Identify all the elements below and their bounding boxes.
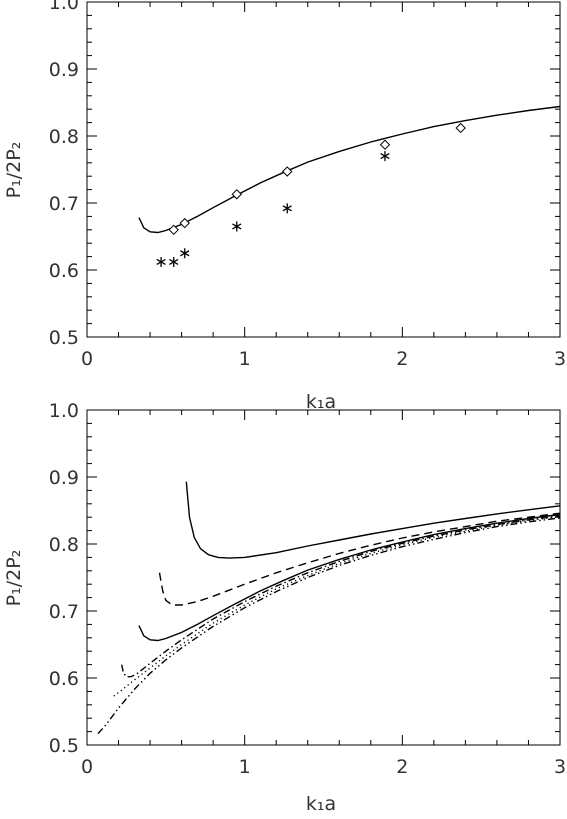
top-marks <box>138 105 561 267</box>
top-y-tick-label: 0.8 <box>49 126 79 148</box>
top-diamond-point <box>179 217 190 229</box>
top-diamond-point <box>168 224 179 236</box>
top-chart: 0 1 2 3 0.5 0.6 0.7 0.8 0.9 1.0 k₁a P₁/2P₂ <box>3 0 566 413</box>
top-tick-labels: 0 1 2 3 0.5 0.6 0.7 0.8 0.9 1.0 <box>49 0 566 370</box>
bottom-y-tick-label: 0.7 <box>49 601 79 623</box>
bottom-series-line-solid <box>185 481 561 559</box>
bottom-series-line-dashdot <box>121 515 561 678</box>
top-y-tick-label: 0.5 <box>49 327 79 349</box>
top-asterisk-point <box>380 151 390 162</box>
bottom-series-line-dashed <box>158 512 561 606</box>
top-x-tick-label: 2 <box>396 348 408 370</box>
top-x-tick-label: 3 <box>554 348 566 370</box>
top-x-axis-label: k₁a <box>306 391 336 413</box>
top-y-tick-label: 0.7 <box>49 193 79 215</box>
top-diamond-point <box>282 166 293 177</box>
bottom-tick-labels: 0 1 2 3 0.5 0.6 0.7 0.8 0.9 1.0 <box>49 400 566 778</box>
bottom-y-tick-label: 0.9 <box>49 467 79 489</box>
bottom-series-line-solid <box>138 513 561 642</box>
bottom-y-tick-label: 0.6 <box>49 668 79 690</box>
top-plot-frame <box>86 1 561 338</box>
bottom-x-tick-label: 2 <box>396 756 408 778</box>
bottom-x-tick-label: 0 <box>81 756 93 778</box>
bottom-x-axis-label: k₁a <box>306 793 336 815</box>
bottom-y-tick-label: 0.5 <box>49 735 79 757</box>
bottom-ticks <box>86 409 561 746</box>
top-x-tick-label: 0 <box>81 348 93 370</box>
bottom-plot-frame <box>86 409 561 746</box>
top-diamond-point <box>379 139 391 150</box>
top-ticks <box>86 1 561 338</box>
top-series-line-solid <box>138 105 561 234</box>
top-asterisk-point <box>232 221 242 232</box>
top-asterisk-point <box>169 256 179 267</box>
top-diamond-point <box>455 122 466 134</box>
bottom-series-line-dotted <box>113 515 561 697</box>
bottom-series-line-dashdotdot <box>97 517 561 735</box>
bottom-y-tick-label: 1.0 <box>49 400 79 422</box>
top-x-tick-label: 1 <box>239 348 251 370</box>
bottom-x-tick-label: 3 <box>554 756 566 778</box>
top-y-tick-label: 1.0 <box>49 0 79 14</box>
top-y-tick-label: 0.9 <box>49 59 79 81</box>
top-diamond-point <box>231 189 242 200</box>
top-y-axis-label: P₁/2P₂ <box>3 142 25 199</box>
bottom-y-tick-label: 0.8 <box>49 534 79 556</box>
top-y-tick-label: 0.6 <box>49 260 79 282</box>
bottom-marks <box>97 481 561 735</box>
bottom-chart: 0 1 2 3 0.5 0.6 0.7 0.8 0.9 1.0 k₁a P₁/2P₂ <box>3 400 566 815</box>
top-asterisk-point <box>156 256 166 267</box>
top-asterisk-point <box>180 248 190 259</box>
bottom-x-tick-label: 1 <box>239 756 251 778</box>
top-asterisk-point <box>282 203 292 214</box>
bottom-y-axis-label: P₁/2P₂ <box>3 550 25 607</box>
